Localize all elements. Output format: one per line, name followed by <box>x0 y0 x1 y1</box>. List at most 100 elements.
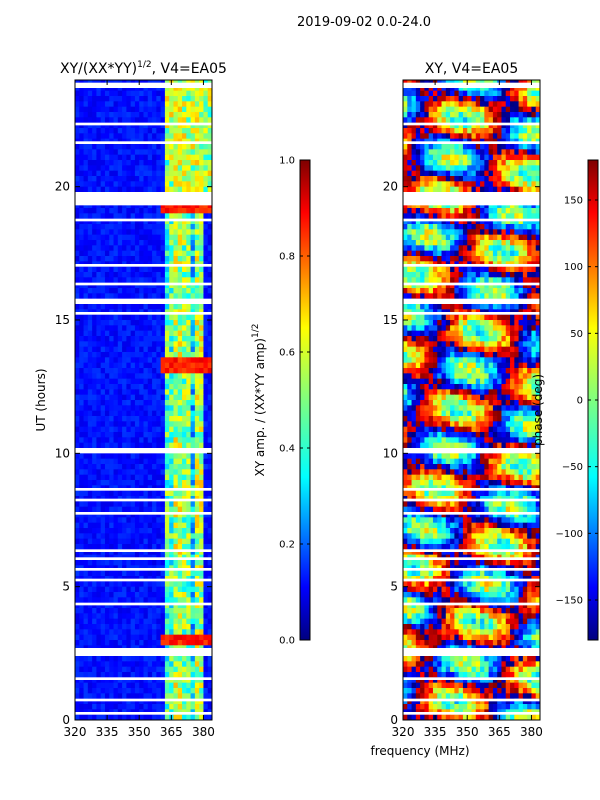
heatmap-cell <box>156 240 162 246</box>
heatmap-cell <box>458 101 464 108</box>
heatmap-cell <box>194 608 200 614</box>
heatmap-cell <box>203 176 209 182</box>
heatmap-cell <box>143 288 149 294</box>
heatmap-cell <box>92 618 98 625</box>
heatmap-cell <box>117 106 123 113</box>
heatmap-cell <box>177 352 183 358</box>
heatmap-cell <box>122 528 127 534</box>
heatmap-cell <box>147 154 153 161</box>
heatmap-cell <box>424 106 430 113</box>
heatmap-cell <box>83 165 89 172</box>
heatmap-cell <box>113 336 119 342</box>
heatmap-cell <box>160 389 166 396</box>
heatmap-cell <box>134 560 140 566</box>
heatmap-cell <box>428 106 434 113</box>
heatmap-cell <box>173 528 179 534</box>
heatmap-cell <box>92 144 98 150</box>
heatmap-cell <box>199 208 205 214</box>
heatmap-cell <box>203 421 209 428</box>
heatmap-cell <box>177 85 183 92</box>
heatmap-cell <box>173 218 179 225</box>
heatmap-cell <box>109 320 115 326</box>
heatmap-cell <box>480 106 485 113</box>
heatmap-cell <box>518 122 524 129</box>
heatmap-cell <box>75 474 80 481</box>
heatmap-cell <box>203 586 209 593</box>
heatmap-cell <box>130 480 136 486</box>
heatmap-cell <box>173 400 179 406</box>
heatmap-cell <box>109 394 115 401</box>
heatmap-cell <box>113 597 119 604</box>
heatmap-cell <box>134 234 140 241</box>
heatmap-cell <box>518 181 524 188</box>
heatmap-cell <box>130 389 136 396</box>
heatmap-cell <box>160 661 166 668</box>
heatmap-cell <box>117 181 123 188</box>
heatmap-cell <box>152 581 157 588</box>
heatmap-cell <box>100 426 106 433</box>
heatmap-cell <box>522 240 528 246</box>
heatmap-cell <box>117 490 123 497</box>
heatmap-cell <box>87 469 93 476</box>
heatmap-cell <box>152 469 157 476</box>
heatmap-cell <box>182 277 187 284</box>
heatmap-cell <box>96 656 102 662</box>
heatmap-cell <box>510 218 515 225</box>
heatmap-cell <box>79 629 85 636</box>
heatmap-cell <box>139 208 145 214</box>
heatmap-cell <box>190 592 196 598</box>
heatmap-cell <box>501 229 507 236</box>
heatmap-cell <box>527 176 533 182</box>
heatmap-cell <box>126 666 132 673</box>
heatmap-cell <box>143 688 149 694</box>
heatmap-cell <box>403 122 408 129</box>
heatmap-cell <box>104 277 110 284</box>
heatmap-cell <box>79 106 85 113</box>
heatmap-cell <box>177 592 183 598</box>
heatmap-cell <box>92 106 98 113</box>
heatmap-cell <box>83 181 89 188</box>
heatmap-cell <box>79 490 85 497</box>
heatmap-cell <box>104 464 110 470</box>
heatmap-cell <box>458 160 464 166</box>
heatmap-cell <box>207 320 212 326</box>
heatmap-cell <box>488 245 494 252</box>
heatmap-cell <box>122 410 127 417</box>
heatmap-cell <box>79 389 85 396</box>
heatmap-cell <box>104 96 110 102</box>
heatmap-cell <box>92 224 98 230</box>
heatmap-cell <box>100 346 106 353</box>
heatmap-cell <box>83 293 89 300</box>
heatmap-cell <box>156 517 162 524</box>
heatmap-cell <box>441 234 447 241</box>
heatmap-cell <box>79 133 85 140</box>
heatmap-cell <box>92 533 98 540</box>
heatmap-cell <box>104 608 110 614</box>
heatmap-cell <box>160 512 166 518</box>
heatmap-cell <box>169 400 175 406</box>
heatmap-cell <box>113 85 119 92</box>
heatmap-cell <box>139 368 145 374</box>
heatmap-cell <box>186 149 192 156</box>
heatmap-cell <box>199 314 205 321</box>
heatmap-cell <box>87 618 93 625</box>
heatmap-cell <box>432 208 438 214</box>
heatmap-cell <box>92 160 98 166</box>
heatmap-cell <box>501 149 507 156</box>
heatmap-cell <box>79 528 85 534</box>
heatmap-cell <box>139 634 145 641</box>
heatmap-cell <box>203 96 209 102</box>
heatmap-cell <box>203 704 209 710</box>
heatmap-cell <box>403 128 408 134</box>
heatmap-cell <box>113 533 119 540</box>
heatmap-cell <box>182 560 187 566</box>
heatmap-cell <box>104 362 110 369</box>
heatmap-cell <box>203 661 209 668</box>
heatmap-cell <box>458 218 464 225</box>
heatmap-cell <box>501 117 507 124</box>
heatmap-cell <box>139 352 145 358</box>
heatmap-cell <box>126 165 132 172</box>
heatmap-cell <box>100 277 106 284</box>
heatmap-cell <box>475 202 481 209</box>
heatmap-cell <box>169 672 175 678</box>
